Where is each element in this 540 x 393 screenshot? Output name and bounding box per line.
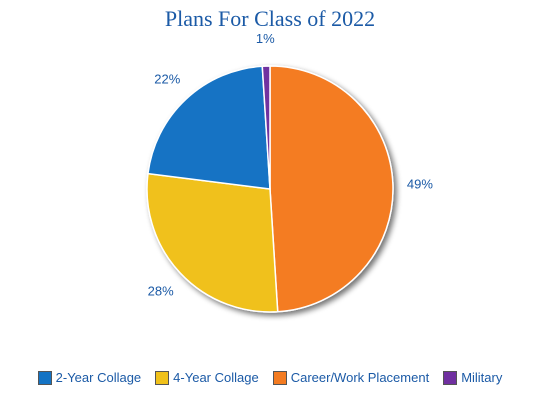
legend-swatch [155, 370, 170, 385]
legend-swatch [443, 370, 458, 385]
slice-label-4-year-collage: 28% [148, 284, 174, 299]
pie-slice-career-work-placement [269, 65, 394, 313]
legend-item-4-year-collage: 4-Year Collage [155, 370, 259, 385]
legend-label: 4-Year Collage [173, 370, 259, 385]
legend-swatch [37, 370, 52, 385]
legend-label: 2-Year Collage [55, 370, 142, 385]
legend-item-2-year-collage: 2-Year Collage [37, 370, 142, 385]
legend-label: Military [461, 370, 503, 385]
legend-swatch [272, 370, 287, 385]
pie-slices [146, 65, 394, 313]
pie-slice-2-year-collage [147, 65, 271, 190]
legend-item-career-work-placement: Career/Work Placement [272, 370, 430, 385]
pie-labels: 49% 28% 22% 1% [148, 31, 434, 299]
legend: 2-Year Collage 4-Year Collage Career/Work … [0, 370, 540, 385]
pie-slice-4-year-collage [146, 172, 279, 313]
legend-label: Career/Work Placement [290, 370, 430, 385]
legend-item-military: Military [443, 370, 502, 385]
slice-label-career-work-placement: 49% [407, 176, 433, 191]
slice-label-2-year-collage: 22% [154, 72, 180, 87]
pie-slice-military [261, 65, 271, 190]
chart-title: Plans For Class of 2022 [164, 6, 376, 31]
slice-label-military: 1% [256, 31, 275, 46]
